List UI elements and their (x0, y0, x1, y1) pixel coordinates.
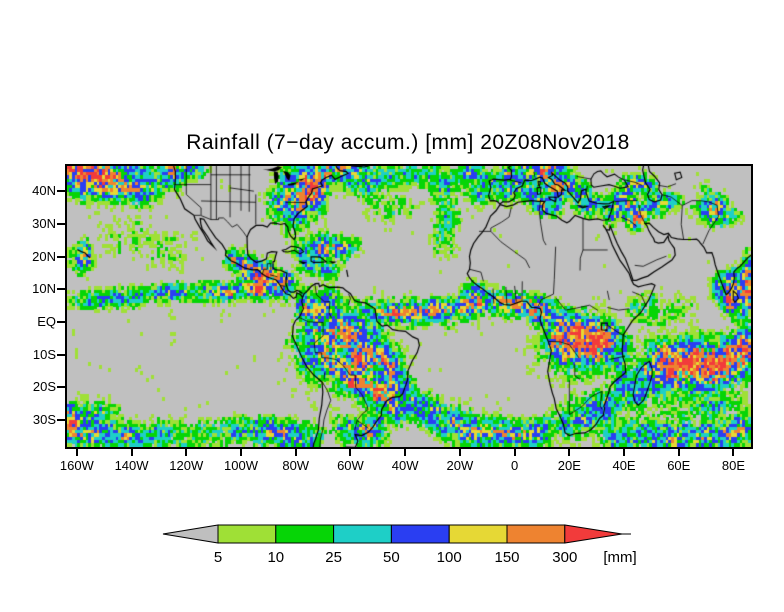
colorbar-level-label: 5 (214, 549, 222, 566)
lon-tick-label: 100W (224, 458, 258, 473)
lon-tick-label: 120W (169, 458, 204, 473)
colorbar-segment (333, 524, 392, 544)
lon-tick-label: 0 (510, 458, 519, 473)
lon-tick-mark (623, 449, 626, 456)
lat-tick-mark (57, 288, 65, 291)
lon-tick-mark (240, 449, 242, 456)
lon-tick-mark (677, 449, 680, 456)
lat-tick-mark (57, 222, 65, 225)
colorbar-level-label: 150 (494, 549, 519, 566)
lat-tick-label: 20N (32, 248, 56, 264)
lon-tick-label: 80E (721, 458, 746, 473)
lon-tick-mark (458, 449, 461, 456)
lat-tick-mark (57, 353, 65, 356)
colorbar-level-label: 10 (267, 549, 284, 566)
colorbar-segment (275, 524, 335, 544)
lon-tick-label: 20W (446, 458, 474, 473)
lon-tick-mark (294, 449, 297, 456)
colorbar-below-min-arrow (162, 524, 219, 544)
map-frame (65, 164, 753, 449)
colorbar-segment (506, 524, 566, 544)
lon-tick-label: 60E (667, 458, 691, 473)
lat-tick-label: 30S (32, 411, 56, 427)
lat-tick-mark (57, 255, 65, 258)
lon-tick-mark (185, 449, 188, 456)
colorbar-level-label: 100 (437, 549, 462, 566)
lon-tick-mark (513, 449, 516, 456)
colorbar: 5 10 25 50 100 150 300 [mm] (162, 524, 637, 566)
lat-tick-label: 10N (32, 281, 56, 297)
lon-tick-label: 160W (59, 458, 94, 473)
lat-tick-label: EQ (37, 313, 56, 329)
colorbar-segment (448, 524, 508, 544)
lon-tick-mark (130, 449, 133, 456)
lon-tick-mark (75, 449, 78, 456)
lon-tick-label: 40E (612, 458, 636, 473)
lon-tick-mark (404, 449, 407, 456)
lat-tick-label: 40N (32, 183, 56, 199)
colorbar-segment (390, 524, 450, 544)
plot-title: Rainfall (7−day accum.) [mm] 20Z08Nov201… (186, 131, 630, 154)
lon-tick-label: 60W (337, 458, 364, 473)
colorbar-level-label: 300 (552, 549, 577, 566)
colorbar-unit-label: [mm] (603, 549, 636, 566)
colorbar-above-max-arrow (564, 524, 623, 544)
lat-tick-label: 10S (32, 346, 56, 362)
colorbar-level-label: 50 (383, 549, 400, 566)
lat-tick-mark (57, 320, 65, 323)
lon-tick-mark (568, 449, 571, 456)
lon-tick-mark (732, 449, 735, 456)
colorbar-segment (217, 524, 277, 544)
lat-tick-mark (57, 386, 65, 389)
rainfall-map-canvas (67, 166, 751, 447)
lon-tick-label: 80W (282, 458, 310, 473)
lat-tick-label: 30N (32, 215, 56, 231)
colorbar-level-label: 25 (325, 549, 342, 566)
lat-tick-mark (57, 190, 65, 193)
lon-tick-label: 140W (114, 458, 149, 473)
lon-tick-label: 20E (557, 458, 581, 473)
lat-tick-mark (57, 418, 65, 421)
lon-tick-mark (349, 449, 352, 456)
lat-tick-label: 20S (32, 379, 56, 395)
lon-tick-label: 40W (391, 458, 419, 473)
